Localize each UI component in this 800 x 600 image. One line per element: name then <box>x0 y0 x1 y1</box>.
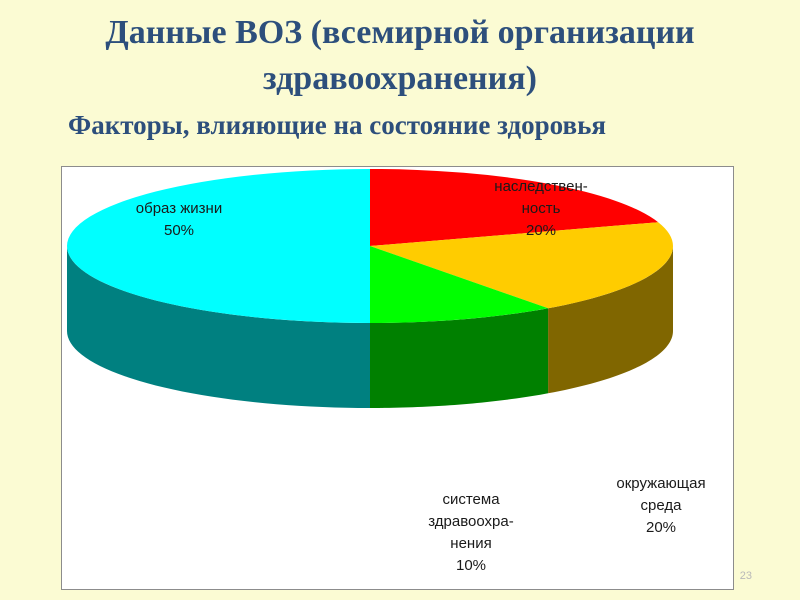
pie-category-label-0: наследствен- <box>494 178 587 195</box>
slide-subtitle: Факторы, влияющие на состояние здоровья <box>68 110 606 140</box>
pie-category-label-2: здравоохра- <box>428 513 513 530</box>
slide-title-line-2: здравоохранения) <box>263 60 537 97</box>
slide-title: Данные ВОЗ (всемирной организации здраво… <box>0 10 800 102</box>
pie-category-label-2: система <box>442 491 500 508</box>
pie-category-label-1: окружающая <box>616 475 705 492</box>
chart-frame: наследствен-ность 20% окружающая среда 20% си… <box>61 166 734 590</box>
pie-label-1: окружающая среда 20% <box>616 475 705 536</box>
pie-value-label-1: 20% <box>646 519 676 536</box>
page-number: 23 <box>739 570 752 582</box>
pie-label-3: образ жизни 50% <box>136 200 222 239</box>
pie-category-label-2: нения <box>450 535 491 552</box>
pie-side-2 <box>370 308 549 408</box>
pie-chart: наследствен-ность 20% окружающая среда 20% си… <box>67 169 706 574</box>
pie-label-2: система здравоохра-нения 10% <box>428 491 513 574</box>
pie-side-1 <box>548 246 673 394</box>
pie-tops <box>67 169 673 323</box>
pie-slice-2 <box>370 246 549 323</box>
pie-slice-3 <box>67 169 370 323</box>
pie-category-label-1: среда <box>641 497 683 514</box>
slide-title-line-1: Данные ВОЗ (всемирной организации <box>105 14 695 51</box>
pie-category-label-3: образ жизни <box>136 200 222 217</box>
pie-slice-0 <box>370 169 659 246</box>
pie-category-label-0: ность <box>522 200 561 217</box>
pie-side-3 <box>67 246 370 408</box>
pie-slice-1 <box>370 222 673 309</box>
pie-value-label-2: 10% <box>456 557 486 574</box>
pie-label-0: наследствен-ность 20% <box>494 178 587 239</box>
pie-value-label-3: 50% <box>164 222 194 239</box>
pie-labels: наследствен-ность 20% окружающая среда 20% си… <box>136 178 706 574</box>
pie-sides <box>67 246 673 408</box>
pie-value-label-0: 20% <box>526 222 556 239</box>
